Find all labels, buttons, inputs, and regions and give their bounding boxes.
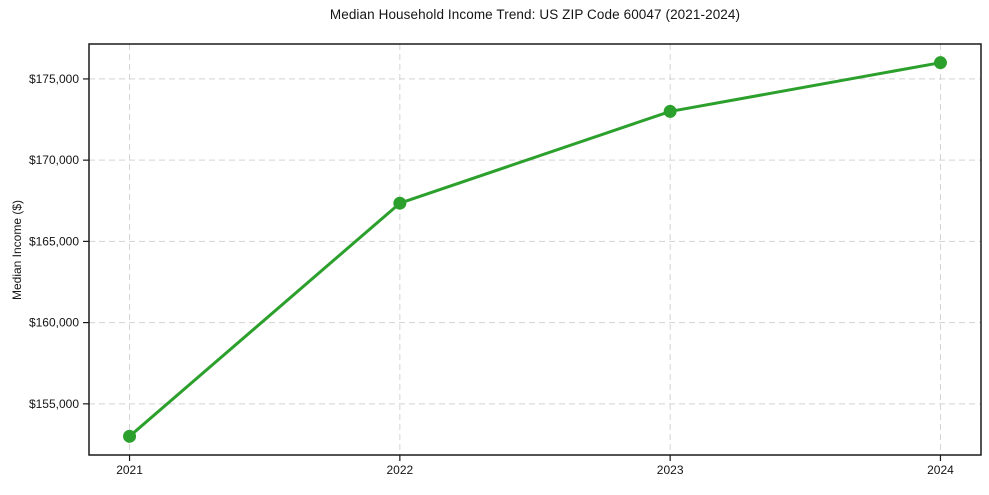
y-tick-label: $170,000 [29, 153, 79, 167]
x-tick-label: 2022 [386, 463, 413, 477]
x-tick-label: 2023 [657, 463, 684, 477]
data-point-2024 [933, 56, 947, 70]
y-tick-label: $165,000 [29, 234, 79, 248]
chart-title: Median Household Income Trend: US ZIP Co… [329, 7, 741, 22]
data-point-2021 [123, 429, 137, 443]
x-tick-label: 2024 [927, 463, 954, 477]
data-point-2022 [393, 196, 407, 210]
trend-line [128, 61, 942, 438]
y-axis-label: Median Income ($) [10, 199, 24, 301]
y-tick-label: $160,000 [29, 316, 79, 330]
y-tick-label: $155,000 [29, 397, 79, 411]
x-tick-label: 2021 [116, 463, 143, 477]
y-tick-label: $175,000 [29, 72, 79, 86]
data-point-2023 [663, 104, 677, 118]
plot-border [88, 43, 982, 456]
